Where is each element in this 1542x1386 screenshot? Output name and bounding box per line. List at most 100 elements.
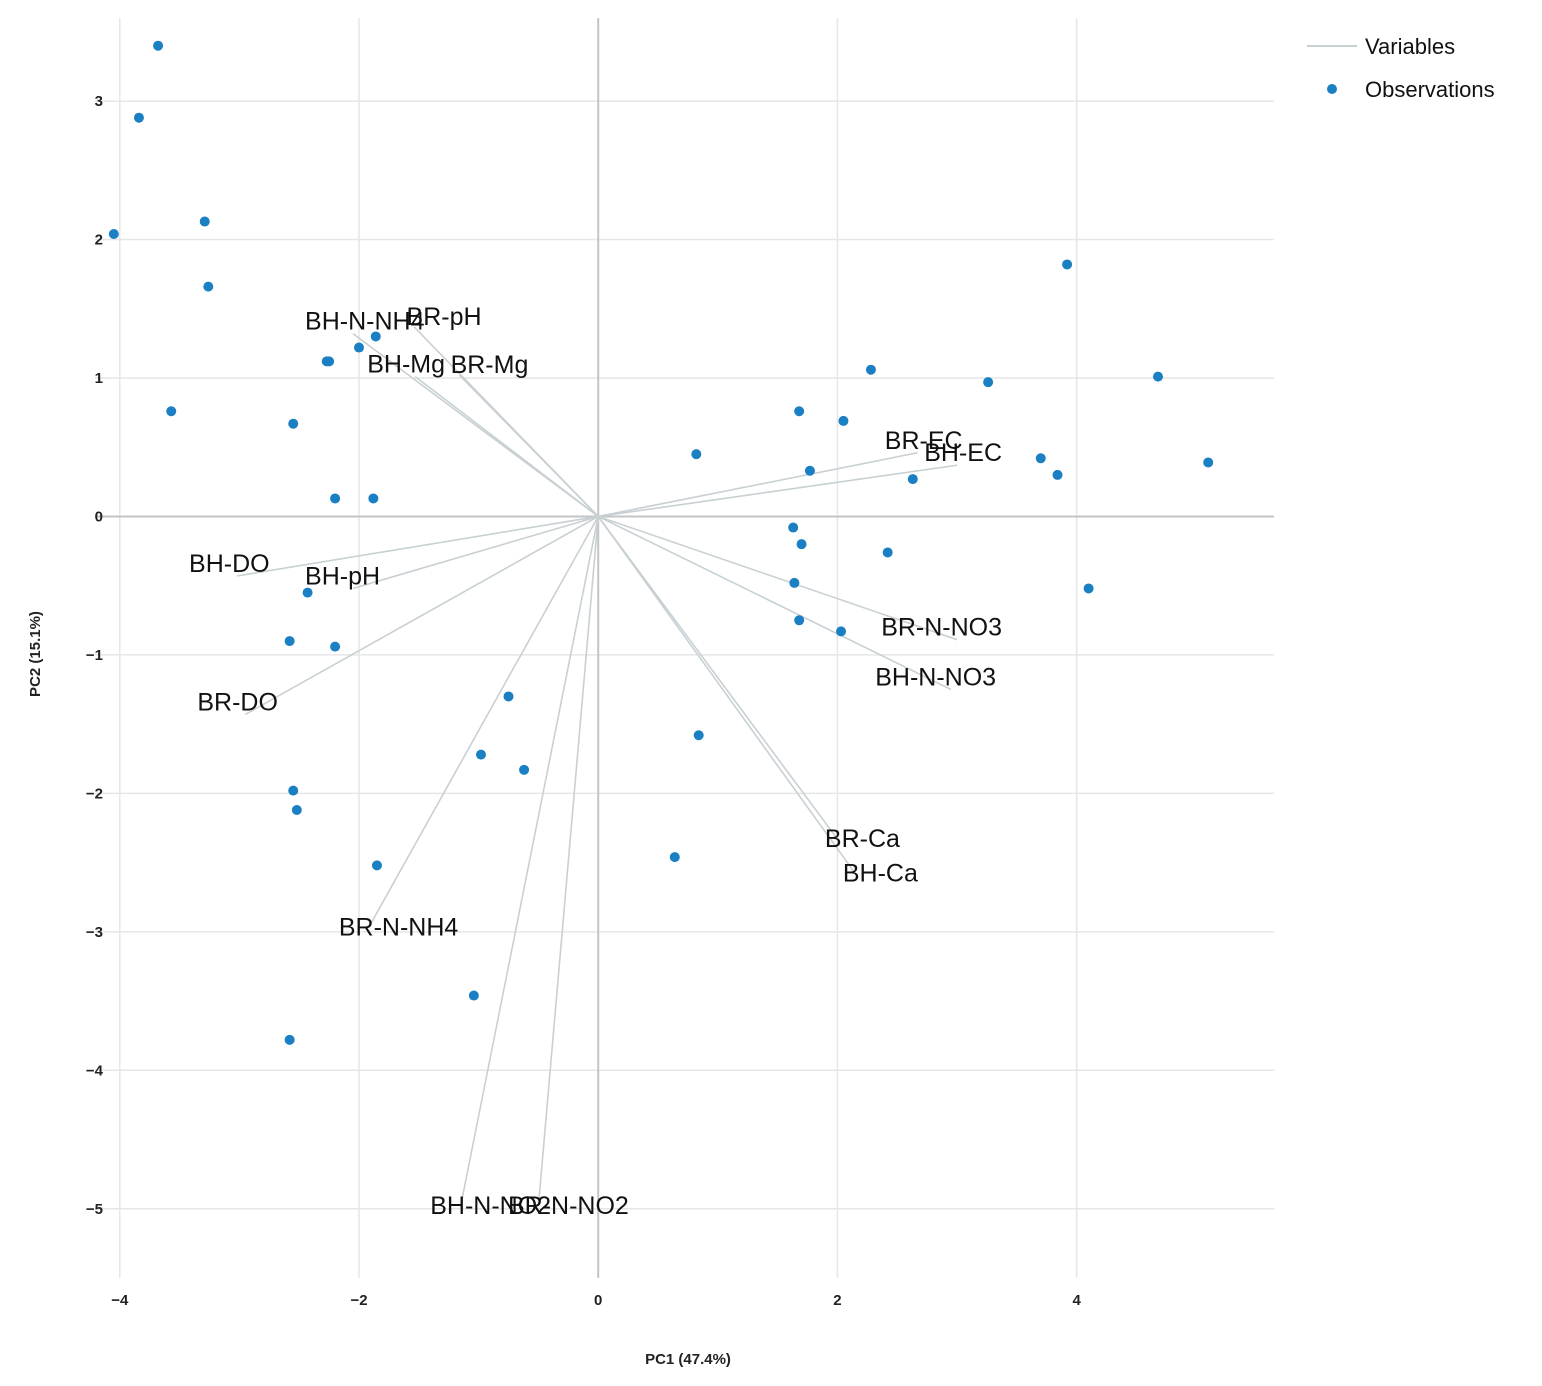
variable-label: BR-DO	[197, 688, 278, 716]
x-tick-label: −4	[111, 1292, 129, 1309]
y-tick-label: −4	[86, 1062, 104, 1079]
variable-vector	[597, 515, 952, 691]
observation-point	[370, 331, 381, 342]
observation-point	[691, 449, 702, 460]
variable-vector	[352, 515, 599, 590]
observation-point	[368, 493, 379, 504]
variable-vector	[598, 464, 958, 518]
observation-point	[1152, 371, 1163, 382]
observation-point	[302, 587, 313, 598]
y-tick-label: 3	[95, 93, 103, 110]
observation-point	[907, 474, 918, 485]
observation-point	[291, 805, 302, 815]
observation-point	[476, 749, 487, 760]
variable-label: BH-Ca	[843, 860, 918, 888]
observation-point	[983, 377, 994, 388]
observation-point	[669, 852, 680, 863]
observation-point	[153, 40, 164, 51]
observation-point	[794, 615, 805, 626]
observation-point	[199, 216, 210, 227]
observation-point	[203, 281, 214, 292]
observation-point	[789, 577, 800, 588]
y-tick-label: 0	[95, 508, 103, 525]
observation-point	[108, 229, 119, 239]
x-tick-label: 4	[1072, 1292, 1081, 1309]
y-tick-label: −3	[86, 924, 103, 941]
variable-label: BR-N-NO2	[508, 1192, 629, 1220]
variable-label: BH-N-NO2	[430, 1192, 551, 1220]
observation-point	[288, 418, 299, 429]
observation-point	[288, 785, 299, 796]
variable-label: BH-pH	[305, 562, 380, 590]
variable-vectors	[236, 326, 958, 1207]
y-tick-label: −1	[86, 647, 103, 664]
legend-observations-label: Observations	[1365, 77, 1495, 102]
variable-vector	[597, 515, 958, 641]
observation-point	[1203, 457, 1214, 468]
variable-vector	[236, 515, 599, 577]
variable-vector	[367, 516, 599, 929]
legend-observations-marker	[1327, 84, 1337, 94]
variable-vector	[537, 516, 600, 1207]
variable-label: BH-DO	[189, 550, 270, 578]
variable-vector	[414, 375, 599, 518]
observation-point	[371, 860, 382, 871]
observation-point	[1062, 259, 1073, 270]
observation-point	[330, 641, 341, 652]
variable-label: BR-EC	[885, 427, 963, 455]
x-axis-title: PC1 (47.4%)	[645, 1351, 731, 1368]
variable-vector	[598, 451, 918, 518]
observation-point	[1035, 453, 1046, 464]
observation-point	[166, 406, 177, 417]
variable-label: BH-Mg	[367, 351, 445, 379]
grid	[95, 18, 1274, 1278]
observation-point	[788, 522, 799, 533]
variable-label: BH-N-NH4	[305, 308, 425, 336]
observation-point	[284, 1034, 295, 1045]
observation-point	[882, 547, 893, 558]
variable-label: BR-Mg	[451, 351, 529, 379]
variable-label: BR-Ca	[825, 825, 900, 853]
variable-vector	[597, 515, 839, 840]
variable-label: BR-N-NH4	[339, 914, 459, 942]
x-tick-label: −2	[350, 1292, 367, 1309]
tick-labels: −4 −2 0 2 4 −5 −4 −3 −2 −1 0 1 2 3	[86, 93, 1082, 1309]
variable-label: BH-N-NO3	[875, 664, 996, 692]
variable-vector	[244, 515, 599, 716]
observation-point	[330, 493, 341, 504]
observation-point	[1052, 469, 1063, 480]
variable-label: BR-N-NO3	[881, 614, 1002, 642]
observation-point	[796, 539, 807, 550]
observation-point	[519, 764, 530, 775]
x-tick-label: 0	[594, 1292, 602, 1309]
observation-point	[354, 342, 365, 353]
observation-point	[804, 465, 815, 476]
y-axis-title: PC2 (15.1%)	[27, 611, 44, 697]
observation-point	[1083, 583, 1094, 594]
observation-point	[838, 415, 849, 426]
observation-point	[468, 990, 479, 1001]
variable-vector	[459, 516, 600, 1207]
observation-point	[794, 406, 805, 417]
y-tick-label: −5	[86, 1201, 103, 1218]
observation-point	[865, 364, 876, 375]
zero-axes	[95, 18, 1274, 1278]
y-tick-label: 2	[95, 232, 103, 249]
y-tick-label: −2	[86, 785, 103, 802]
x-tick-label: 2	[833, 1292, 841, 1309]
observation-point	[836, 626, 847, 637]
observation-point	[133, 112, 144, 123]
observation-point	[693, 730, 704, 741]
observation-point	[324, 356, 335, 367]
variable-label: BH-EC	[924, 439, 1002, 467]
variable-vector	[597, 515, 857, 875]
variable-label: BR-pH	[407, 303, 482, 331]
legend: Variables Observations	[1307, 34, 1495, 102]
variable-vector	[458, 374, 599, 518]
observation-points	[108, 40, 1214, 1045]
observation-point	[503, 691, 514, 702]
y-tick-label: 1	[95, 370, 103, 387]
observation-point	[284, 636, 295, 647]
